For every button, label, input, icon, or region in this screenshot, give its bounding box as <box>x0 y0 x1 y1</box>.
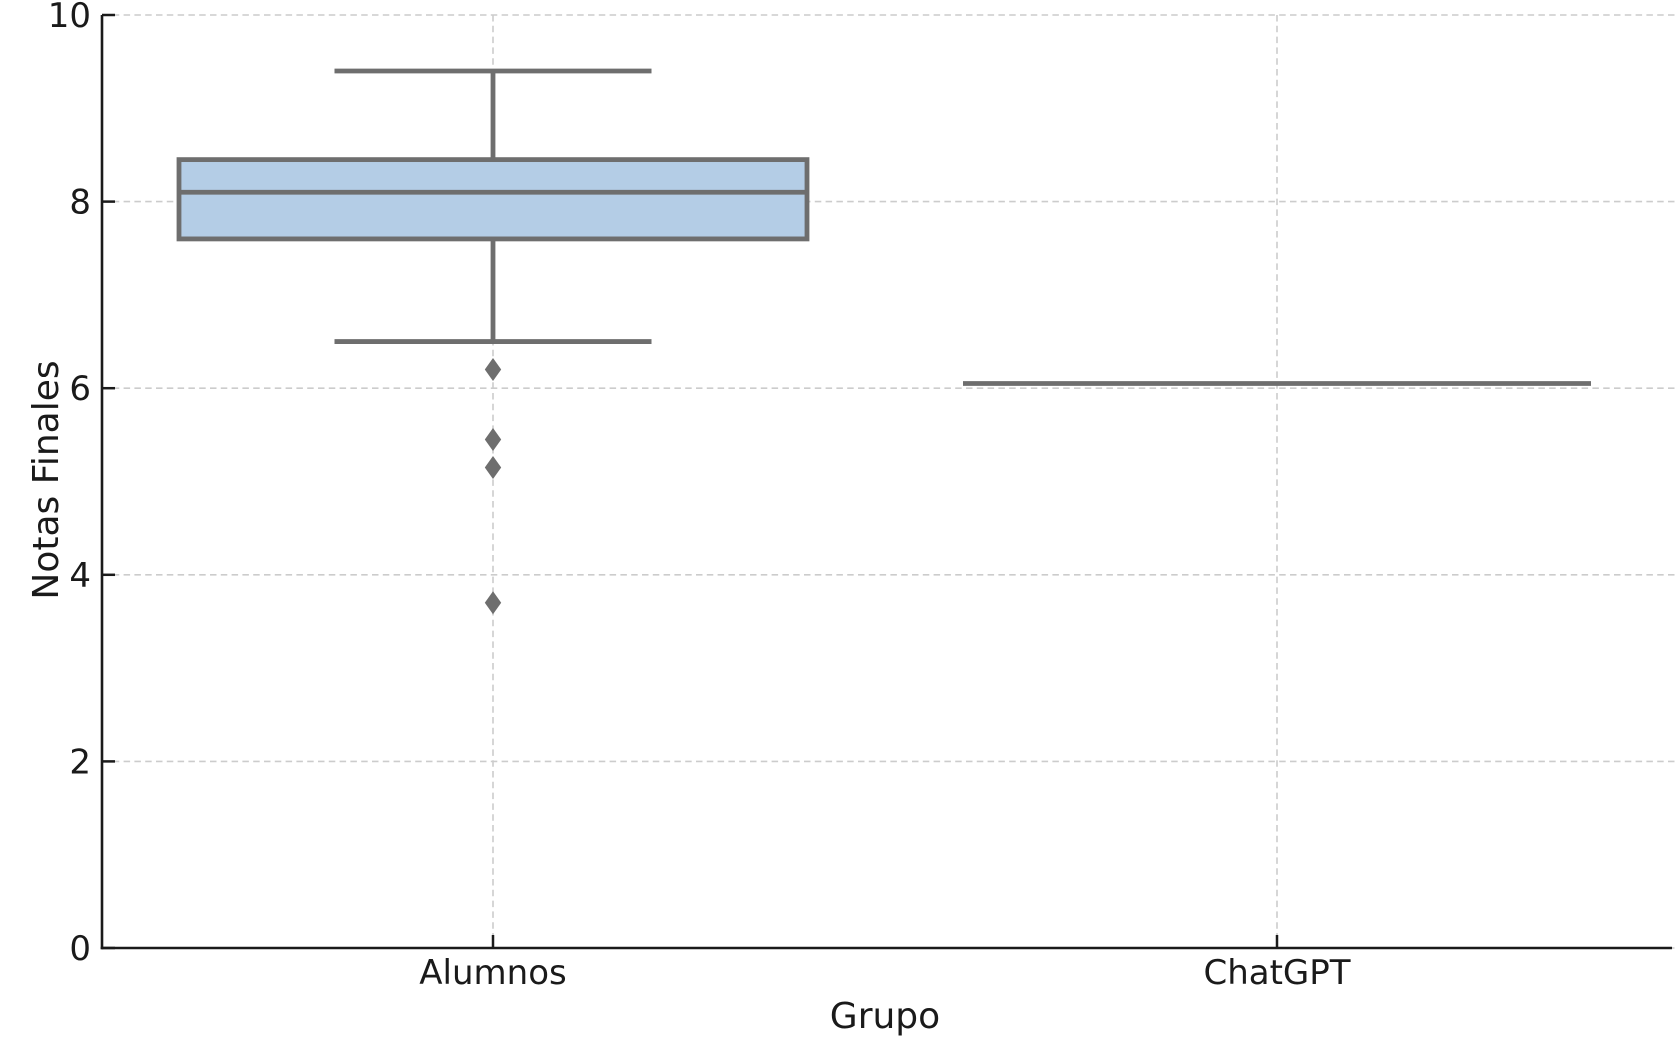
axes <box>100 13 1672 950</box>
outlier-diamond-marker <box>484 428 502 452</box>
y-tick-label: 0 <box>69 929 91 969</box>
x-tick-label: Alumnos <box>419 953 566 993</box>
outlier-diamond-marker <box>484 358 502 382</box>
x-axis-label: Grupo <box>830 996 940 1037</box>
x-tick-label: ChatGPT <box>1203 953 1350 993</box>
y-tick-label: 10 <box>48 0 91 36</box>
outlier-diamond-marker <box>484 591 502 615</box>
boxplots <box>176 68 1591 615</box>
y-tick-label: 4 <box>69 556 91 596</box>
outlier-diamond-marker <box>484 456 502 480</box>
gridlines <box>102 14 1675 949</box>
y-tick-label: 2 <box>69 742 91 782</box>
y-axis-label: Notas Finales <box>26 360 67 599</box>
box-alumnos <box>176 68 810 615</box>
tick-labels: 0 2 4 6 8 10 Alumnos ChatGPT <box>48 0 1351 993</box>
iqr-box <box>176 157 810 242</box>
y-tick-label: 6 <box>69 369 91 409</box>
y-tick-label: 8 <box>69 183 91 223</box>
